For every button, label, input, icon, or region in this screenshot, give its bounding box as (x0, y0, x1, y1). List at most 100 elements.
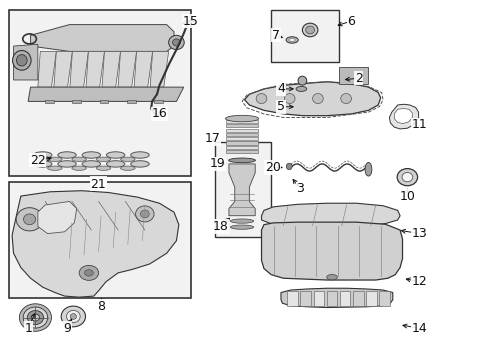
Ellipse shape (256, 94, 266, 104)
Ellipse shape (284, 94, 294, 104)
Text: 19: 19 (209, 157, 225, 170)
Ellipse shape (58, 161, 76, 167)
Ellipse shape (47, 166, 62, 170)
Polygon shape (228, 164, 255, 216)
Polygon shape (118, 51, 136, 87)
Bar (271, 10, 339, 62)
Text: 10: 10 (399, 190, 414, 203)
Ellipse shape (230, 219, 253, 223)
Ellipse shape (17, 55, 27, 66)
Polygon shape (30, 24, 174, 51)
Ellipse shape (297, 76, 306, 85)
Text: 6: 6 (347, 14, 355, 27)
Ellipse shape (312, 94, 323, 104)
Bar (100, 100, 108, 103)
Ellipse shape (135, 206, 154, 222)
Text: 3: 3 (296, 183, 304, 195)
Text: 5: 5 (276, 100, 285, 113)
Polygon shape (150, 51, 168, 87)
Bar (154, 100, 163, 103)
Polygon shape (244, 82, 380, 116)
Polygon shape (38, 51, 56, 87)
Polygon shape (38, 202, 77, 234)
Ellipse shape (228, 158, 255, 163)
Ellipse shape (33, 161, 52, 167)
Ellipse shape (72, 157, 86, 161)
Bar (300, 291, 310, 306)
Bar (366, 291, 376, 306)
Bar (225, 150, 257, 153)
Ellipse shape (72, 166, 86, 170)
Ellipse shape (13, 50, 31, 70)
Ellipse shape (70, 314, 76, 319)
Ellipse shape (396, 168, 417, 186)
Text: 16: 16 (151, 107, 167, 120)
Ellipse shape (58, 152, 76, 158)
Text: 18: 18 (212, 220, 228, 233)
Bar (225, 133, 257, 136)
Polygon shape (70, 51, 88, 87)
Bar (313, 291, 324, 306)
Ellipse shape (130, 152, 149, 158)
Ellipse shape (79, 265, 99, 280)
Polygon shape (28, 87, 183, 102)
Bar (326, 291, 337, 306)
Ellipse shape (61, 306, 85, 327)
Ellipse shape (285, 37, 298, 43)
Bar (215, 143, 271, 237)
Ellipse shape (340, 94, 351, 104)
Text: 21: 21 (90, 177, 106, 190)
Text: 9: 9 (63, 322, 71, 335)
Ellipse shape (106, 161, 124, 167)
Ellipse shape (295, 86, 306, 91)
Bar (9, 10, 191, 176)
Text: 17: 17 (204, 132, 221, 145)
Bar (225, 137, 257, 140)
Polygon shape (54, 51, 72, 87)
Ellipse shape (23, 307, 47, 328)
Ellipse shape (288, 39, 295, 41)
Ellipse shape (96, 166, 111, 170)
Bar (339, 291, 350, 306)
Text: 4: 4 (277, 82, 285, 95)
Ellipse shape (27, 311, 43, 324)
Text: 7: 7 (271, 29, 280, 42)
Bar (225, 120, 257, 123)
Polygon shape (102, 51, 120, 87)
Polygon shape (14, 44, 38, 80)
Text: 12: 12 (411, 275, 427, 288)
Bar (352, 291, 363, 306)
Ellipse shape (23, 214, 36, 225)
Ellipse shape (140, 210, 149, 218)
Polygon shape (388, 104, 418, 129)
Bar (225, 141, 257, 145)
Bar (225, 124, 257, 127)
Ellipse shape (230, 225, 253, 229)
Ellipse shape (130, 161, 149, 167)
Bar (126, 100, 135, 103)
Ellipse shape (326, 274, 337, 280)
Ellipse shape (120, 157, 135, 161)
Ellipse shape (82, 161, 101, 167)
Ellipse shape (33, 152, 52, 158)
Polygon shape (12, 191, 179, 297)
Text: 22: 22 (30, 154, 46, 167)
Text: 14: 14 (411, 322, 427, 335)
Ellipse shape (84, 270, 93, 276)
Bar (45, 100, 54, 103)
Polygon shape (86, 51, 104, 87)
Ellipse shape (82, 152, 101, 158)
Text: 8: 8 (97, 299, 105, 312)
Text: 20: 20 (264, 161, 280, 174)
Ellipse shape (47, 157, 62, 161)
Polygon shape (261, 203, 399, 227)
Bar (378, 291, 389, 306)
Text: 1: 1 (24, 322, 32, 335)
Polygon shape (281, 288, 392, 307)
Ellipse shape (302, 23, 317, 37)
Bar (225, 146, 257, 149)
Ellipse shape (365, 162, 371, 176)
Text: 8: 8 (97, 300, 105, 313)
Text: 13: 13 (411, 227, 427, 240)
Ellipse shape (225, 115, 258, 122)
